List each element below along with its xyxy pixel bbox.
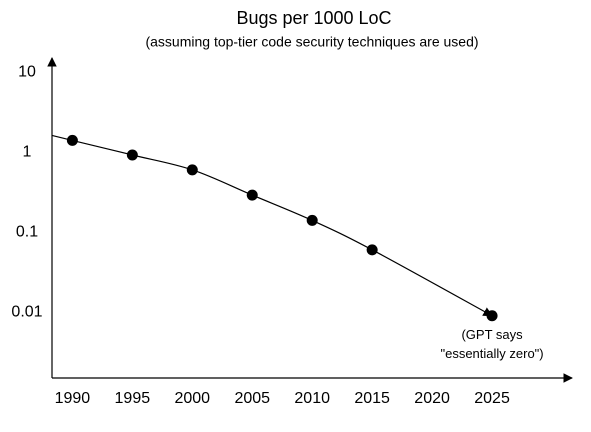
annotation: (GPT says <box>461 327 523 342</box>
data-point <box>246 189 258 201</box>
x-tick-label: 2000 <box>174 390 210 407</box>
y-tick-label: 0.1 <box>16 223 38 240</box>
x-tick-label: 2020 <box>414 390 450 407</box>
data-point <box>66 134 78 146</box>
data-point <box>126 149 138 161</box>
annotation: "essentially zero") <box>440 346 543 361</box>
x-tick-label: 2010 <box>294 390 330 407</box>
data-point <box>366 244 378 256</box>
trend-line <box>72 139 493 317</box>
x-tick-label: 2015 <box>354 390 390 407</box>
data-point <box>306 214 318 226</box>
y-tick-label: 1 <box>23 143 32 160</box>
chart-title: Bugs per 1000 LoC <box>236 8 391 28</box>
x-tick-label: 2005 <box>234 390 270 407</box>
x-tick-label: 1995 <box>115 390 151 407</box>
y-tick-label: 0.01 <box>11 303 42 320</box>
x-tick-label: 2025 <box>474 390 510 407</box>
chart-subtitle: (assuming top-tier code security techniq… <box>145 34 478 50</box>
data-point <box>486 310 498 322</box>
y-tick-label: 10 <box>18 63 36 80</box>
x-tick-label: 1990 <box>55 390 91 407</box>
data-point <box>186 164 198 176</box>
